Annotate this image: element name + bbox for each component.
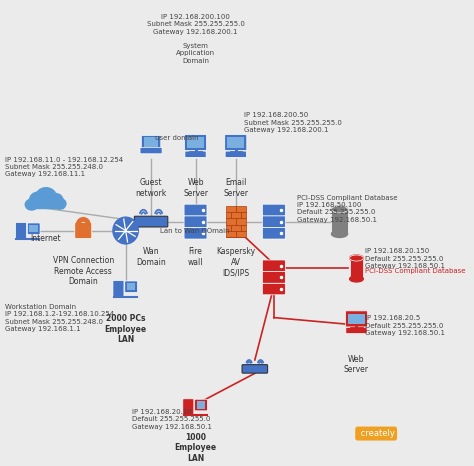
Ellipse shape: [53, 199, 66, 209]
FancyBboxPatch shape: [184, 204, 207, 216]
Ellipse shape: [25, 199, 38, 210]
Text: PCI-DSS Compliant Database
IP 192.168.50.100
Default 255.255.255.0
Gateway 192.1: PCI-DSS Compliant Database IP 192.168.50…: [297, 195, 398, 223]
Text: IP 192.168.20.10
Default 255.255.255.0
Gateway 192.168.50.1: IP 192.168.20.10 Default 255.255.255.0 G…: [132, 409, 212, 430]
FancyBboxPatch shape: [228, 137, 244, 148]
FancyBboxPatch shape: [113, 281, 124, 296]
FancyBboxPatch shape: [29, 225, 38, 233]
Text: Workstation Domain
IP 192.168.1.2-192.168.10.254
Subnet Mask 255.255.248.0
Gatew: Workstation Domain IP 192.168.1.2-192.16…: [5, 304, 114, 332]
FancyBboxPatch shape: [350, 258, 363, 279]
FancyBboxPatch shape: [75, 222, 92, 239]
FancyBboxPatch shape: [263, 216, 285, 227]
Text: Web
Server: Web Server: [183, 178, 208, 198]
Text: Email
Server: Email Server: [223, 178, 248, 198]
FancyBboxPatch shape: [144, 137, 158, 147]
FancyBboxPatch shape: [225, 135, 247, 151]
FancyBboxPatch shape: [127, 283, 136, 290]
Text: 1000
Employee
LAN: 1000 Employee LAN: [174, 433, 217, 463]
Text: 2000 PCs
Employee
LAN: 2000 PCs Employee LAN: [105, 315, 146, 344]
Text: Lan to Wan DOmain: Lan to Wan DOmain: [160, 228, 229, 234]
FancyBboxPatch shape: [331, 209, 347, 234]
FancyBboxPatch shape: [195, 399, 208, 411]
Text: Fire
wall: Fire wall: [188, 247, 203, 267]
FancyBboxPatch shape: [226, 206, 246, 237]
Text: IP 192.168.20.150
Default 255.255.255.0
Gateway 192.168.50.1: IP 192.168.20.150 Default 255.255.255.0 …: [365, 248, 445, 269]
FancyBboxPatch shape: [197, 402, 205, 409]
FancyBboxPatch shape: [263, 227, 285, 239]
Ellipse shape: [36, 188, 56, 206]
Text: Kaspersky
AV
IDS/IPS: Kaspersky AV IDS/IPS: [216, 247, 255, 277]
Text: IP 192.168.11.0 - 192.168.12.254
Subnet Mask 255.255.248.0
Gateway 192.168.11.1: IP 192.168.11.0 - 192.168.12.254 Subnet …: [5, 157, 123, 178]
FancyBboxPatch shape: [185, 151, 206, 158]
Ellipse shape: [48, 193, 63, 207]
FancyBboxPatch shape: [225, 151, 246, 158]
FancyBboxPatch shape: [141, 136, 161, 150]
FancyBboxPatch shape: [184, 135, 207, 151]
FancyBboxPatch shape: [183, 399, 194, 415]
Circle shape: [113, 217, 138, 244]
Text: Wan
Domain: Wan Domain: [136, 247, 166, 267]
Ellipse shape: [350, 276, 363, 282]
FancyBboxPatch shape: [263, 272, 285, 283]
FancyBboxPatch shape: [346, 328, 367, 334]
FancyBboxPatch shape: [184, 227, 207, 239]
Text: IP 192.168.200.100
Subnet Mask 255.255.255.0
Gateway 192.168.200.1

System
Appli: IP 192.168.200.100 Subnet Mask 255.255.2…: [146, 14, 245, 63]
FancyBboxPatch shape: [134, 216, 168, 227]
FancyBboxPatch shape: [263, 204, 285, 216]
Text: IP 192.168.200.50
Subnet Mask 255.255.255.0
Gateway 192.168.200.1: IP 192.168.200.50 Subnet Mask 255.255.25…: [244, 112, 342, 133]
FancyBboxPatch shape: [263, 260, 285, 272]
Ellipse shape: [331, 206, 347, 213]
FancyBboxPatch shape: [263, 283, 285, 295]
FancyBboxPatch shape: [348, 314, 365, 324]
FancyBboxPatch shape: [242, 365, 268, 373]
FancyBboxPatch shape: [125, 281, 137, 293]
Text: creately: creately: [358, 429, 394, 438]
Ellipse shape: [350, 255, 363, 261]
Text: IP 192.168.20.5
Default 255.255.255.0
Gateway 192.168.50.1: IP 192.168.20.5 Default 255.255.255.0 Ga…: [365, 315, 445, 336]
Ellipse shape: [29, 192, 46, 208]
FancyBboxPatch shape: [27, 223, 40, 234]
Text: VPN Connection
Remote Access
Domain: VPN Connection Remote Access Domain: [53, 256, 114, 286]
FancyBboxPatch shape: [346, 311, 367, 327]
FancyBboxPatch shape: [27, 200, 63, 208]
FancyBboxPatch shape: [140, 148, 162, 154]
Text: PCI-DSS Compliant Database: PCI-DSS Compliant Database: [365, 268, 465, 274]
Text: user domain: user domain: [155, 135, 199, 141]
FancyBboxPatch shape: [184, 216, 207, 227]
Text: Web
Server: Web Server: [344, 355, 369, 374]
Text: Guest
network: Guest network: [136, 178, 167, 198]
Ellipse shape: [331, 230, 347, 238]
FancyBboxPatch shape: [187, 137, 204, 148]
FancyBboxPatch shape: [16, 222, 27, 239]
Text: Internet: Internet: [30, 234, 61, 243]
